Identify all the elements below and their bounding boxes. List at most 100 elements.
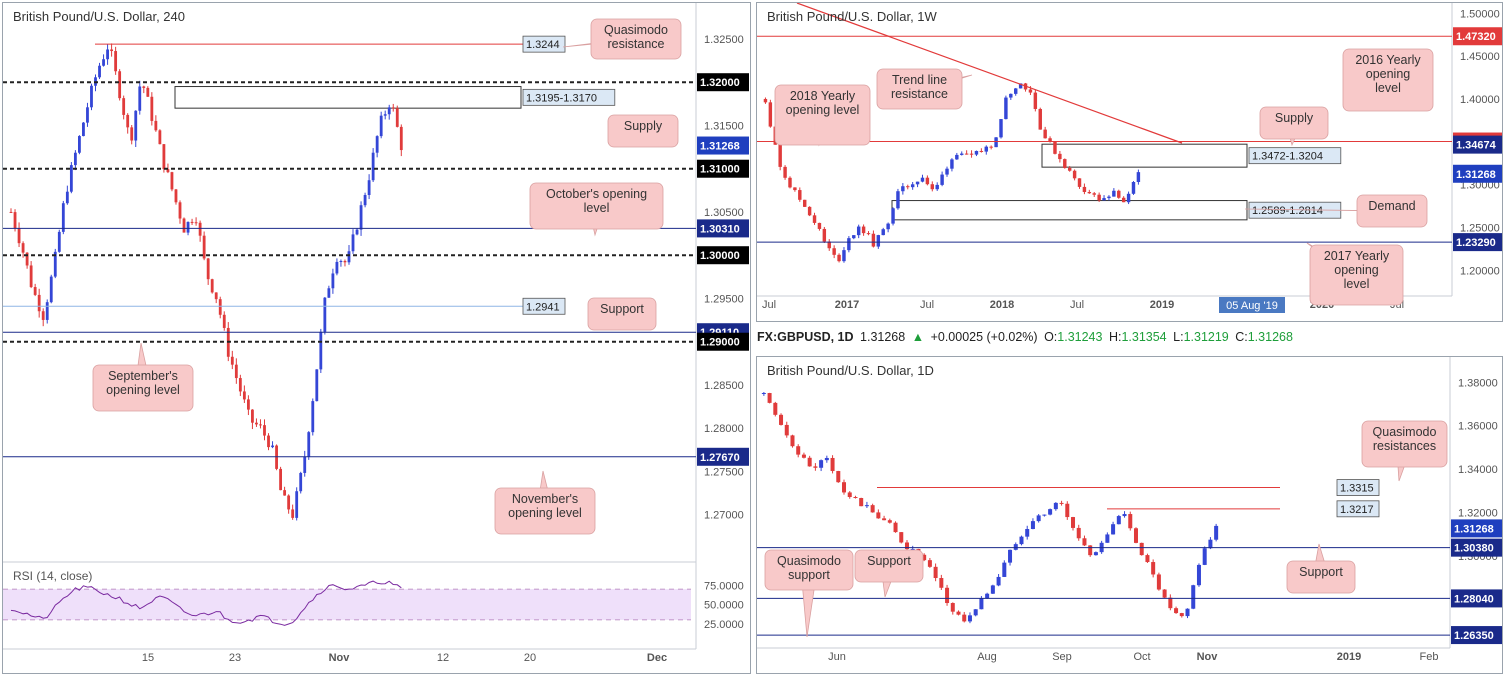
callout-text: 2017 Yearly (1324, 249, 1390, 263)
callout-text: Supply (624, 119, 663, 133)
candle-body (989, 146, 993, 148)
rsi-line (10, 580, 402, 626)
candle-body (295, 491, 299, 518)
candle-body (842, 250, 846, 262)
callout-text: Quasimodo (604, 23, 668, 37)
current-price-label: 1.31268 (700, 141, 740, 153)
ticker-strip: FX:GBPUSD, 1D 1.31268 ▲ +0.00025 (+0.02%… (757, 330, 1505, 354)
candle-body (1042, 514, 1047, 516)
candle-body (999, 119, 1003, 138)
candle-body (876, 512, 881, 519)
candle-body (1139, 542, 1144, 556)
price-axis-label-bg (697, 447, 749, 466)
candle-body (788, 177, 792, 188)
callout-text: Support (1299, 565, 1343, 579)
candle-body (375, 136, 379, 153)
candle-body (945, 168, 949, 175)
candle-body (122, 98, 126, 115)
price-axis-label: 1.31000 (700, 164, 740, 176)
candle-body (174, 189, 178, 203)
zone-label-bg (522, 88, 616, 106)
candle-body (1013, 544, 1018, 550)
candle-body (1208, 539, 1213, 549)
candle-body (802, 199, 807, 207)
candle-body (832, 248, 836, 255)
candle-body (930, 184, 935, 190)
callout-text: September's (108, 369, 178, 383)
candle-body (933, 566, 938, 579)
candle-body (1065, 503, 1070, 518)
callout-text: October's opening (546, 187, 647, 201)
candle-body (1156, 574, 1161, 590)
x-tick-label: Jul (920, 299, 934, 311)
candle-body (395, 108, 399, 127)
callout-text: November's (512, 492, 578, 506)
candle-body (852, 235, 856, 239)
candle-body (9, 211, 13, 213)
candle-body (899, 532, 904, 543)
candle-body (379, 115, 383, 137)
candle-body (1048, 138, 1052, 142)
rsi-tick-label: 25.0000 (704, 619, 744, 631)
candle-body (893, 522, 898, 533)
price-axis-label-bg (697, 159, 749, 178)
candle-body (945, 587, 950, 604)
weekly-chart-panel[interactable]: British Pound/U.S. Dollar, 1W 1.50000 1.4… (756, 2, 1503, 322)
x-tick-label: Feb (1420, 651, 1439, 663)
ticker-h-label: H: (1108, 330, 1122, 344)
candle-body (864, 505, 869, 507)
candle-body (994, 137, 998, 148)
daily-chart-svg[interactable]: 1.380001.360001.340001.320001.300001.280… (757, 357, 1502, 673)
weekly-chart-title: British Pound/U.S. Dollar, 1W (767, 9, 937, 24)
candle-body (1116, 516, 1121, 525)
candle-body (110, 49, 114, 52)
candle-body (973, 609, 978, 616)
callout-box (1361, 420, 1448, 468)
candle-body (1088, 545, 1093, 556)
candle-body (1214, 525, 1219, 540)
up-arrow-icon: ▲ (911, 330, 925, 344)
h4-chart-svg[interactable]: 1.32500 1.32000 1.31500 1.31000 1.30500 1.300… (3, 3, 750, 673)
y-tick-label: 1.38000 (1458, 377, 1498, 389)
candle-body (1168, 597, 1173, 609)
candle-body (1009, 93, 1013, 98)
candle-body (41, 311, 45, 320)
callout-text: Demand (1368, 199, 1415, 213)
candle-body (37, 294, 41, 312)
callout-box (1309, 244, 1404, 306)
candle-body (263, 425, 266, 436)
candle-body (347, 251, 351, 263)
candle-body (915, 181, 920, 185)
candle-body (319, 331, 323, 370)
callout-box (1356, 194, 1428, 228)
price-axis-label-bg (1451, 626, 1502, 645)
daily-chart-panel[interactable]: British Pound/U.S. Dollar, 1D 1.38000 1.3… (756, 356, 1503, 674)
callout-text: 2018 Yearly (790, 89, 856, 103)
callout-text: opening (1366, 67, 1411, 81)
candle-body (90, 85, 93, 108)
y-tick-label: 1.27500 (704, 466, 744, 478)
h4-chart-panel[interactable]: British Pound/U.S. Dollar, 240 1.32500 1.… (2, 2, 751, 674)
candle-body (1179, 613, 1184, 617)
candle-body (114, 51, 118, 72)
candle-body (882, 518, 887, 521)
candle-body (837, 254, 841, 262)
callout-box (587, 297, 657, 331)
candle-body (812, 215, 817, 223)
candle-body (359, 205, 363, 230)
candle-body (979, 150, 984, 152)
candle-body (950, 603, 955, 612)
candle-body (1128, 514, 1133, 529)
candle-body (1121, 197, 1126, 203)
weekly-chart-svg[interactable]: 1.500001.450001.400001.350001.300001.250… (757, 3, 1502, 321)
candle-body (246, 399, 250, 410)
price-axis-label-bg (1453, 27, 1502, 46)
candle-body (950, 159, 954, 169)
x-tick-label: 15 (142, 652, 154, 664)
candle-body (162, 144, 166, 170)
candle-body (73, 152, 77, 166)
ticker-low: 1.31219 (1183, 330, 1229, 344)
candle-body (887, 520, 892, 523)
level-label: 1.3217 (1340, 504, 1374, 516)
candle-body (1133, 528, 1138, 543)
